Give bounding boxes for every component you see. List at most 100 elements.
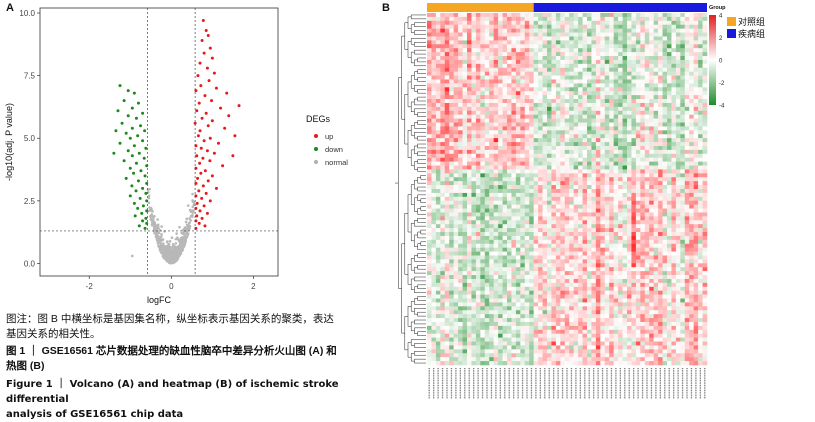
heatmap-cell <box>614 13 619 17</box>
heatmap-cell <box>574 130 579 134</box>
heatmap-cell <box>436 56 441 60</box>
heatmap-cell <box>485 33 490 37</box>
heatmap-cell <box>547 130 552 134</box>
heatmap-cell <box>614 56 619 60</box>
heatmap-cell <box>534 17 539 21</box>
heatmap-cell <box>565 44 570 48</box>
heatmap-cell <box>631 36 636 40</box>
heatmap-cell <box>458 244 463 248</box>
heatmap-cell <box>489 103 494 107</box>
heatmap-cell <box>516 130 521 134</box>
heatmap-cell <box>511 212 516 216</box>
heatmap-cell <box>627 201 632 205</box>
heatmap-cell <box>480 33 485 37</box>
heatmap-cell <box>449 248 454 252</box>
heatmap-cell <box>485 248 490 252</box>
heatmap-cell <box>511 13 516 17</box>
heatmap-cell <box>476 142 481 146</box>
heatmap-cell <box>503 68 508 72</box>
heatmap-cell <box>449 111 454 115</box>
heatmap-cell <box>631 189 636 193</box>
heatmap-cell <box>574 111 579 115</box>
heatmap-cell <box>694 17 699 21</box>
heatmap-cell <box>569 205 574 209</box>
heatmap-cell <box>449 99 454 103</box>
heatmap-cell <box>543 95 548 99</box>
heatmap-cell <box>676 68 681 72</box>
heatmap-cell <box>623 177 628 181</box>
heatmap-cell <box>694 111 699 115</box>
heatmap-cell <box>658 212 663 216</box>
heatmap-cell <box>671 103 676 107</box>
heatmap-cell <box>600 68 605 72</box>
heatmap-cell <box>538 185 543 189</box>
heatmap-cell <box>543 142 548 146</box>
heatmap-cell <box>574 154 579 158</box>
heatmap-cell <box>605 212 610 216</box>
heatmap-cell <box>676 224 681 228</box>
heatmap-cell <box>503 48 508 52</box>
heatmap-cell <box>494 220 499 224</box>
heatmap-cell <box>658 205 663 209</box>
heatmap-cell <box>600 216 605 220</box>
heatmap-cell <box>649 103 654 107</box>
heatmap-cell <box>654 76 659 80</box>
heatmap-cell <box>609 224 614 228</box>
heatmap-cell <box>538 240 543 244</box>
heatmap-cell <box>494 201 499 205</box>
heatmap-cell <box>623 87 628 91</box>
heatmap-cell <box>529 240 534 244</box>
heatmap-cell <box>494 216 499 220</box>
heatmap-cell <box>600 244 605 248</box>
heatmap-cell <box>569 154 574 158</box>
heatmap-cell <box>587 91 592 95</box>
heatmap-cell <box>671 236 676 240</box>
heatmap-cell <box>454 209 459 213</box>
heatmap-cell <box>689 17 694 21</box>
heatmap-cell <box>698 220 703 224</box>
heatmap-cell <box>596 146 601 150</box>
heatmap-cell <box>463 99 468 103</box>
heatmap-cell <box>494 64 499 68</box>
heatmap-cell <box>467 130 472 134</box>
heatmap-cell <box>436 107 441 111</box>
heatmap-cell <box>503 72 508 76</box>
heatmap-cell <box>489 158 494 162</box>
heatmap-cell <box>538 56 543 60</box>
heatmap-cell <box>547 33 552 37</box>
heatmap-cell <box>463 40 468 44</box>
heatmap-cell <box>614 177 619 181</box>
heatmap-cell <box>494 76 499 80</box>
heatmap-cell <box>680 205 685 209</box>
heatmap-cell <box>689 99 694 103</box>
heatmap-cell <box>525 240 530 244</box>
heatmap-cell <box>445 240 450 244</box>
heatmap-cell <box>520 244 525 248</box>
heatmap-cell <box>489 119 494 123</box>
heatmap-cell <box>538 115 543 119</box>
heatmap-cell <box>480 154 485 158</box>
heatmap-cell <box>529 115 534 119</box>
heatmap-cell <box>600 21 605 25</box>
heatmap-cell <box>503 107 508 111</box>
heatmap-cell <box>618 244 623 248</box>
heatmap-cell <box>614 115 619 119</box>
heatmap-cell <box>676 232 681 236</box>
heatmap-cell <box>605 48 610 52</box>
heatmap-cell <box>556 169 561 173</box>
heatmap-cell <box>703 158 708 162</box>
heatmap-cell <box>667 177 672 181</box>
heatmap-cell <box>547 40 552 44</box>
heatmap-cell <box>636 216 641 220</box>
heatmap-cell <box>520 64 525 68</box>
heatmap-cell <box>551 76 556 80</box>
heatmap-cell <box>498 205 503 209</box>
heatmap-cell <box>454 79 459 83</box>
heatmap-cell <box>449 205 454 209</box>
heatmap-cell <box>516 64 521 68</box>
heatmap-cell <box>694 240 699 244</box>
heatmap-cell <box>485 40 490 44</box>
heatmap-cell <box>525 111 530 115</box>
heatmap-cell <box>627 232 632 236</box>
heatmap-cell <box>569 228 574 232</box>
